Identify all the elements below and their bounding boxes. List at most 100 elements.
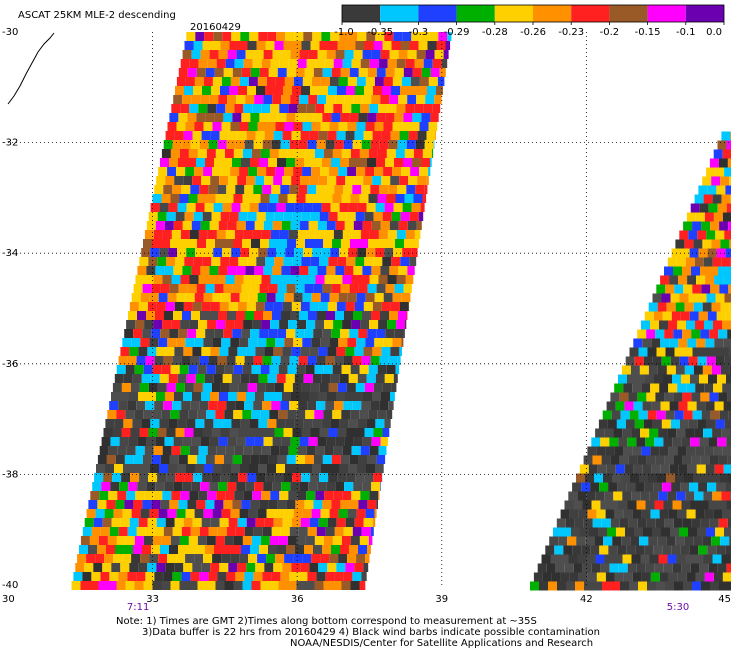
heatmap-cell [260, 194, 270, 203]
heatmap-cell [375, 32, 385, 41]
heatmap-cell [201, 347, 211, 356]
heatmap-cell [427, 86, 436, 95]
heatmap-cell [614, 446, 624, 456]
heatmap-cell [704, 572, 714, 582]
heatmap-cell [339, 464, 348, 473]
heatmap-cell [230, 77, 240, 86]
heatmap-cell [338, 338, 348, 347]
heatmap-cell [656, 284, 666, 294]
heatmap-cell [682, 266, 691, 276]
heatmap-cell [583, 455, 593, 465]
heatmap-cell [334, 527, 344, 536]
heatmap-cell [240, 464, 249, 473]
heatmap-cell [299, 266, 309, 275]
heatmap-cell [268, 545, 277, 554]
heatmap-cell [684, 239, 694, 249]
heatmap-cell [673, 518, 683, 528]
heatmap-cell [233, 410, 243, 419]
heatmap-cell [194, 122, 204, 131]
heatmap-cell [242, 410, 252, 419]
heatmap-cell [317, 95, 327, 104]
heatmap-cell [147, 392, 156, 401]
heatmap-cell [163, 185, 173, 194]
heatmap-cell [380, 311, 389, 320]
heatmap-cell [154, 356, 164, 365]
heatmap-cell [688, 419, 698, 429]
heatmap-cell [654, 500, 664, 510]
heatmap-cell [371, 266, 381, 275]
heatmap-cell [376, 284, 386, 293]
heatmap-cell [630, 365, 640, 375]
heatmap-cell [306, 104, 316, 113]
heatmap-cell [102, 563, 112, 572]
heatmap-cell [165, 392, 174, 401]
heatmap-cell [264, 347, 274, 356]
heatmap-cell [241, 500, 251, 509]
heatmap-cell [340, 455, 350, 464]
heatmap-cell [227, 50, 237, 59]
heatmap-cell [232, 329, 242, 338]
heatmap-cell [310, 212, 320, 221]
heatmap-cell [335, 266, 345, 275]
heatmap-cell [372, 131, 382, 140]
heatmap-cell [586, 491, 596, 501]
heatmap-cell [632, 446, 642, 456]
heatmap-cell [248, 122, 258, 131]
heatmap-cell [248, 167, 258, 176]
heatmap-cell [592, 518, 602, 528]
heatmap-cell [190, 356, 200, 365]
heatmap-cell [541, 554, 551, 564]
heatmap-cell [382, 383, 392, 392]
heatmap-cell [672, 374, 681, 384]
heatmap-cell [298, 356, 308, 365]
heatmap-cell [273, 176, 283, 185]
heatmap-cell [689, 248, 699, 258]
heatmap-cell [334, 572, 344, 581]
heatmap-cell [296, 149, 306, 158]
heatmap-cell [165, 518, 175, 527]
heatmap-cell [284, 554, 294, 563]
heatmap-cell [640, 554, 650, 564]
heatmap-cell [82, 572, 92, 581]
heatmap-cell [160, 545, 169, 554]
heatmap-cell [259, 455, 269, 464]
heatmap-cell [242, 536, 252, 545]
heatmap-cell [617, 482, 627, 492]
heatmap-cell [351, 230, 361, 239]
heatmap-cell [301, 383, 311, 392]
heatmap-cell [559, 554, 569, 564]
heatmap-cell [254, 266, 264, 275]
heatmap-cell [299, 221, 309, 230]
heatmap-cell [178, 68, 188, 77]
heatmap-cell [231, 374, 241, 383]
heatmap-cell [241, 113, 251, 122]
heatmap-cell [117, 446, 127, 455]
heatmap-cell [174, 302, 184, 311]
heatmap-cell [423, 104, 433, 113]
heatmap-cell [361, 401, 371, 410]
heatmap-cell [687, 338, 697, 348]
heatmap-cell [159, 203, 169, 212]
heatmap-cell [422, 149, 432, 158]
heatmap-cell [390, 392, 395, 401]
heatmap-cell [641, 509, 651, 519]
heatmap-cell [670, 293, 680, 303]
heatmap-cell [261, 104, 271, 113]
heatmap-cell [360, 230, 370, 239]
heatmap-cell [214, 329, 224, 338]
heatmap-cell [363, 131, 373, 140]
heatmap-cell [280, 185, 290, 194]
heatmap-cell [716, 248, 726, 258]
heatmap-cell [152, 536, 162, 545]
heatmap-cell [232, 158, 241, 167]
heatmap-cell [269, 239, 278, 248]
heatmap-cell [204, 374, 214, 383]
heatmap-cell [558, 536, 568, 546]
heatmap-cell [222, 203, 232, 212]
heatmap-cell [411, 248, 418, 257]
heatmap-cell [131, 509, 141, 518]
heatmap-cell [86, 554, 96, 563]
heatmap-cell [292, 383, 302, 392]
heatmap-cell [303, 374, 313, 383]
heatmap-cell [175, 212, 185, 221]
